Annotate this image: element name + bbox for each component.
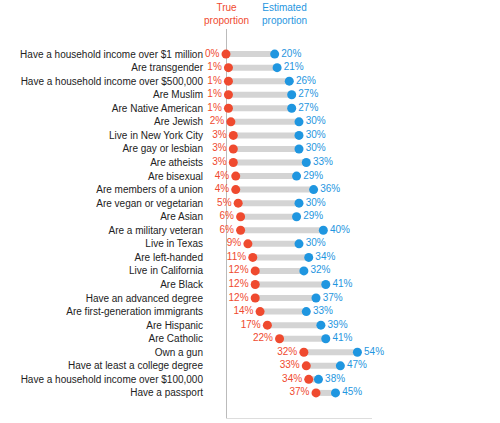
svg-text:34%: 34%: [315, 251, 335, 262]
svg-text:Estimatedproportion: Estimatedproportion: [262, 2, 307, 26]
svg-text:33%: 33%: [313, 156, 333, 167]
svg-text:30%: 30%: [306, 115, 326, 126]
svg-text:Are bisexual: Are bisexual: [148, 171, 203, 182]
svg-text:38%: 38%: [325, 373, 345, 384]
svg-text:54%: 54%: [364, 346, 384, 357]
svg-text:30%: 30%: [306, 142, 326, 153]
svg-text:2%: 2%: [210, 115, 225, 126]
svg-text:30%: 30%: [306, 129, 326, 140]
svg-text:20%: 20%: [281, 48, 301, 59]
svg-text:0%: 0%: [205, 48, 220, 59]
svg-text:30%: 30%: [306, 197, 326, 208]
svg-text:14%: 14%: [233, 305, 253, 316]
svg-text:Have an advanced degree: Have an advanced degree: [86, 293, 204, 304]
svg-text:32%: 32%: [277, 346, 297, 357]
svg-text:Are Hispanic: Are Hispanic: [146, 320, 203, 331]
svg-text:Have a household income over $: Have a household income over $1 million: [20, 49, 203, 60]
svg-text:Are vegan or vegetarian: Are vegan or vegetarian: [96, 198, 203, 209]
svg-text:Have at least a college degree: Have at least a college degree: [68, 360, 204, 371]
svg-text:Are left-handed: Are left-handed: [135, 252, 203, 263]
svg-text:Have a passport: Have a passport: [130, 387, 203, 398]
svg-text:40%: 40%: [330, 224, 350, 235]
svg-text:6%: 6%: [220, 224, 235, 235]
svg-text:Are members of a union: Are members of a union: [96, 184, 203, 195]
svg-text:Are atheists: Are atheists: [150, 157, 203, 168]
svg-text:Have a household income over $: Have a household income over $500,000: [21, 76, 204, 87]
svg-text:39%: 39%: [328, 319, 348, 330]
svg-text:Live in New York City: Live in New York City: [109, 130, 203, 141]
svg-text:27%: 27%: [298, 88, 318, 99]
svg-text:1%: 1%: [207, 61, 222, 72]
svg-text:6%: 6%: [220, 210, 235, 221]
svg-text:34%: 34%: [282, 373, 302, 384]
svg-text:4%: 4%: [215, 183, 230, 194]
svg-text:3%: 3%: [212, 156, 227, 167]
svg-text:47%: 47%: [347, 359, 367, 370]
svg-text:36%: 36%: [320, 183, 340, 194]
svg-text:27%: 27%: [298, 102, 318, 113]
svg-text:37%: 37%: [289, 386, 309, 397]
svg-text:29%: 29%: [303, 210, 323, 221]
svg-text:Are Jewish: Are Jewish: [154, 116, 203, 127]
svg-text:29%: 29%: [303, 170, 323, 181]
svg-text:1%: 1%: [207, 102, 222, 113]
svg-text:Have a household income over $: Have a household income over $100,000: [21, 374, 204, 385]
svg-text:21%: 21%: [284, 61, 304, 72]
svg-text:Are Catholic: Are Catholic: [149, 333, 203, 344]
svg-text:3%: 3%: [212, 129, 227, 140]
svg-text:45%: 45%: [342, 386, 362, 397]
svg-text:5%: 5%: [217, 197, 232, 208]
svg-text:Are first-generation immigrant: Are first-generation immigrants: [66, 306, 203, 317]
svg-text:26%: 26%: [296, 75, 316, 86]
svg-text:41%: 41%: [332, 332, 352, 343]
svg-text:32%: 32%: [310, 264, 330, 275]
svg-text:1%: 1%: [207, 75, 222, 86]
svg-text:Trueproportion: Trueproportion: [204, 2, 249, 26]
svg-text:Are Muslim: Are Muslim: [153, 89, 203, 100]
svg-text:1%: 1%: [207, 88, 222, 99]
svg-text:Live in California: Live in California: [129, 265, 203, 276]
svg-text:Are transgender: Are transgender: [131, 62, 203, 73]
svg-text:37%: 37%: [323, 292, 343, 303]
svg-text:Are Black: Are Black: [160, 279, 204, 290]
svg-text:22%: 22%: [253, 332, 273, 343]
svg-text:41%: 41%: [332, 278, 352, 289]
svg-text:11%: 11%: [227, 251, 246, 262]
svg-text:4%: 4%: [215, 170, 230, 181]
svg-text:9%: 9%: [227, 237, 242, 248]
svg-text:17%: 17%: [241, 319, 261, 330]
svg-text:33%: 33%: [313, 305, 333, 316]
svg-text:3%: 3%: [212, 142, 227, 153]
svg-text:12%: 12%: [229, 292, 249, 303]
svg-text:33%: 33%: [280, 359, 300, 370]
svg-text:Are Asian: Are Asian: [160, 211, 203, 222]
svg-text:Are a military veteran: Are a military veteran: [109, 225, 203, 236]
svg-text:Own a gun: Own a gun: [155, 347, 203, 358]
svg-text:12%: 12%: [229, 278, 249, 289]
svg-text:12%: 12%: [229, 264, 249, 275]
svg-text:Live in Texas: Live in Texas: [145, 238, 203, 249]
svg-text:30%: 30%: [306, 237, 326, 248]
svg-text:Are Native American: Are Native American: [112, 103, 203, 114]
svg-text:Are gay or lesbian: Are gay or lesbian: [122, 143, 203, 154]
